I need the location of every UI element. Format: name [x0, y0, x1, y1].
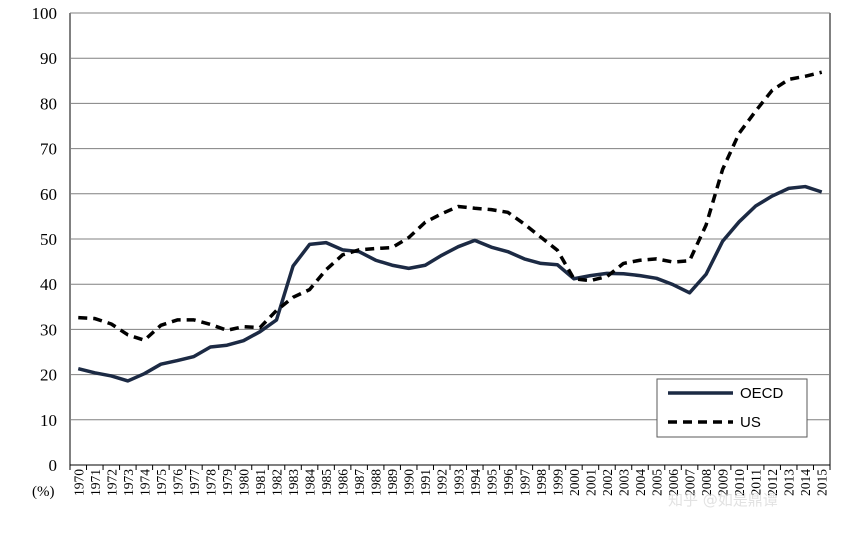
legend-label-oecd: OECD: [740, 385, 784, 402]
x-tick-label: 2008: [699, 469, 714, 496]
y-tick-label: 50: [40, 230, 57, 249]
x-tick-label: 1971: [88, 469, 103, 496]
x-tick-label: 1982: [270, 469, 285, 496]
watermark: 知乎 @如是鼎谭: [668, 491, 778, 509]
y-tick-label: 20: [40, 366, 57, 385]
x-tick-label: 2000: [567, 469, 582, 496]
x-tick-label: 2005: [650, 469, 665, 496]
legend-box: [656, 378, 808, 438]
x-tick-label: 1987: [352, 469, 367, 496]
y-tick-label: 80: [40, 94, 57, 113]
x-tick-label: 1984: [303, 469, 318, 496]
x-tick-label: 1977: [187, 469, 202, 496]
x-tick-label: 2013: [782, 469, 797, 496]
y-tick-label: 60: [40, 185, 57, 204]
x-tick-label: 2015: [815, 469, 830, 496]
series-line-oecd: [77, 184, 823, 383]
x-tick-label: 1970: [71, 469, 86, 496]
x-tick-label: 2009: [716, 469, 731, 496]
x-tick-label: 1985: [319, 469, 334, 496]
x-tick-label: 1983: [286, 469, 301, 496]
legend-label-us: US: [740, 414, 761, 431]
x-tick-label: 1989: [385, 469, 400, 496]
x-tick-label: 2010: [732, 469, 747, 496]
x-tick-label: 1975: [154, 469, 169, 496]
x-tick-label: 1979: [220, 469, 235, 496]
y-tick-label: 100: [32, 4, 58, 23]
x-tick-label: 2007: [683, 469, 698, 496]
x-tick-label: 1999: [550, 469, 565, 496]
x-tick-label: 2001: [583, 469, 598, 496]
x-tick-label: 2006: [666, 469, 681, 496]
x-tick-label: 2003: [616, 469, 631, 496]
gridlines: [69, 12, 831, 466]
series-line-us: [78, 70, 823, 342]
x-tick-label: 1988: [369, 469, 384, 496]
series-lines: [77, 70, 823, 383]
y-unit-label: (%): [32, 484, 55, 500]
x-tick-label: 1997: [517, 469, 532, 496]
x-axis-ticks: 1970 1971 1972 1973 1974 1975 1976 1977 1978 1979…: [69, 465, 831, 496]
y-tick-label: 70: [40, 140, 57, 159]
x-tick-label: 1981: [253, 469, 268, 496]
x-tick-label: 1994: [468, 469, 483, 496]
x-tick-label: 1992: [435, 469, 450, 496]
legend: OECD US: [656, 378, 808, 438]
x-tick-label: 1991: [418, 469, 433, 496]
y-tick-label: 30: [40, 320, 57, 339]
x-tick-label: 2012: [765, 469, 780, 496]
x-tick-label: 2002: [600, 469, 615, 496]
x-tick-label: 1993: [451, 469, 466, 496]
x-tick-label: 1996: [501, 469, 516, 496]
y-tick-label: 10: [40, 411, 57, 430]
x-tick-label: 1978: [203, 469, 218, 496]
y-axis-ticks: 0 10 20 30 40 50 60 70 80 90 100: [32, 4, 58, 475]
x-tick-label: 1980: [236, 469, 251, 496]
y-tick-label: 40: [40, 275, 57, 294]
x-tick-label: 1990: [402, 469, 417, 496]
x-tick-label: 2004: [633, 469, 648, 496]
y-tick-label: 90: [40, 49, 57, 68]
x-tick-label: 1974: [137, 469, 152, 496]
x-tick-label: 1998: [534, 469, 549, 496]
y-tick-label: 0: [49, 456, 58, 475]
x-tick-label: 2014: [798, 469, 813, 496]
x-tick-label: 1995: [484, 469, 499, 496]
x-tick-label: 2011: [749, 469, 764, 496]
x-tick-label: 1972: [104, 469, 119, 496]
x-tick-label: 1973: [121, 469, 136, 496]
x-tick-label: 1986: [336, 469, 351, 496]
x-tick-label: 1976: [170, 469, 185, 496]
